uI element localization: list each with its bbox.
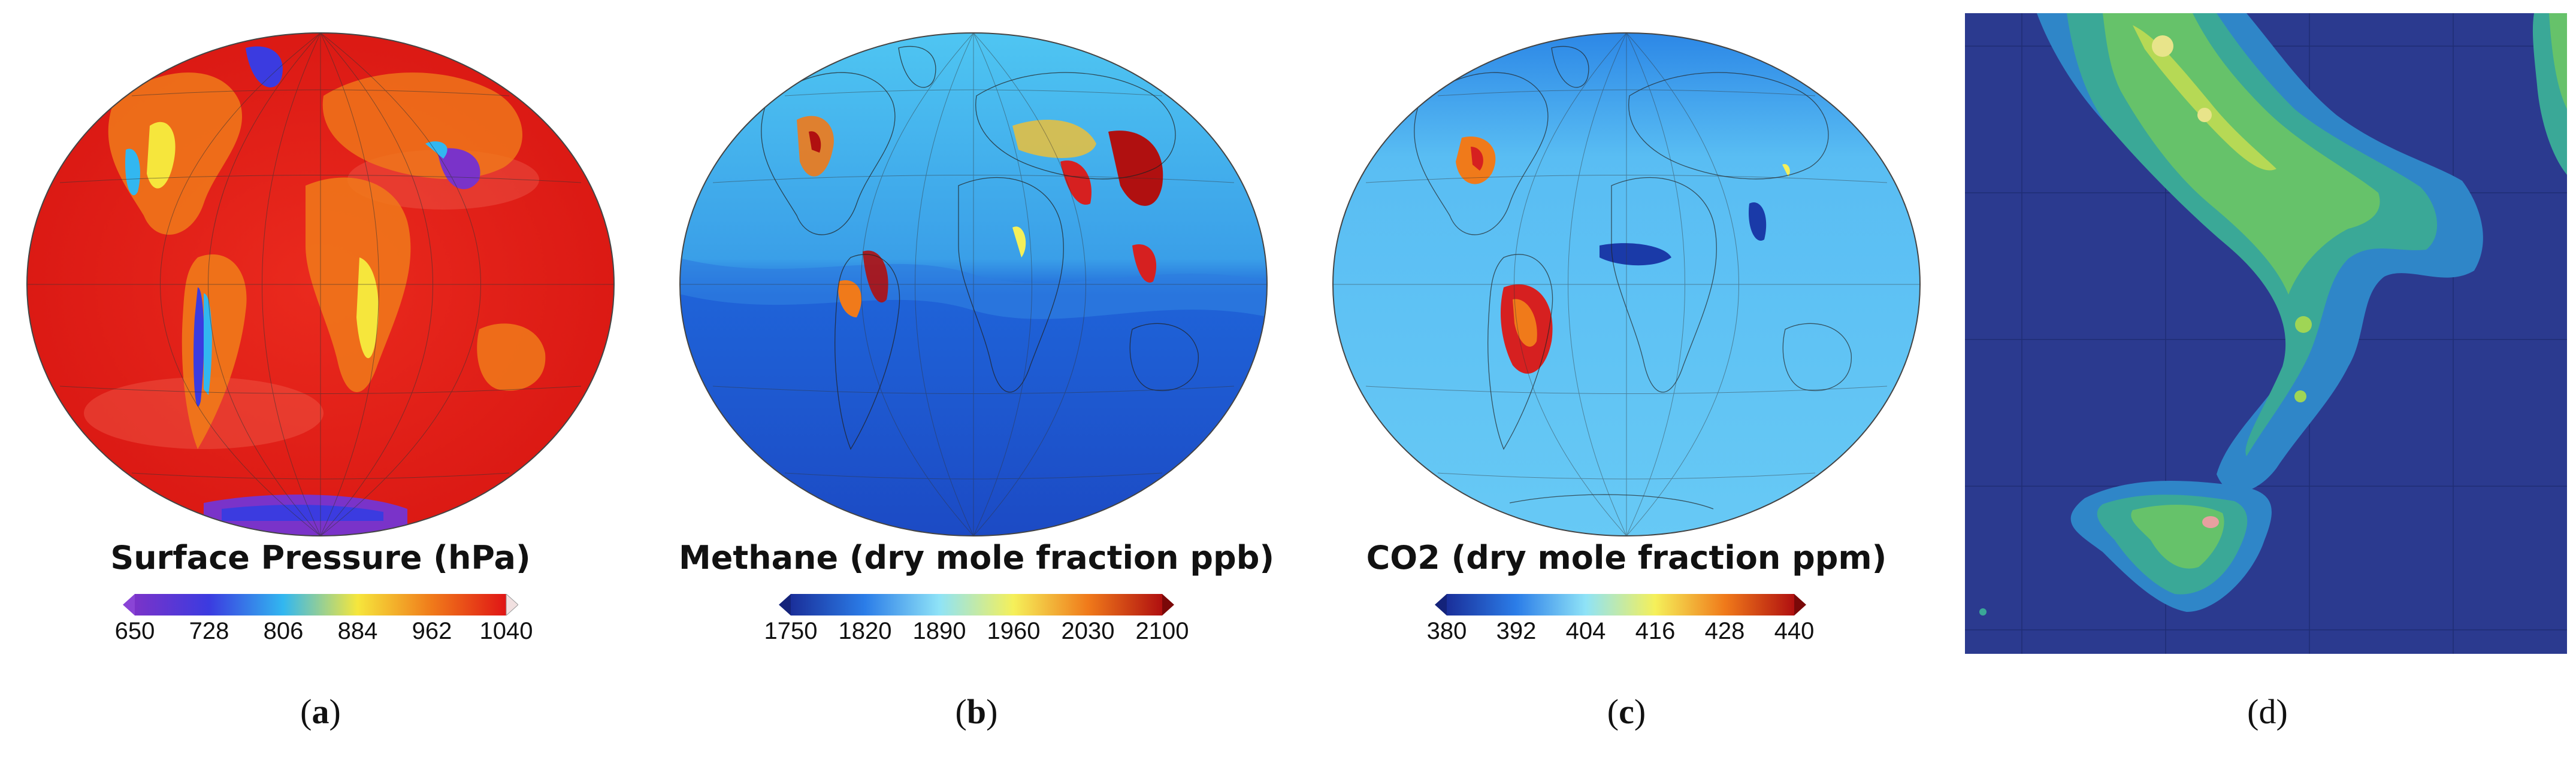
colorbar-tick: 392 [1496, 618, 1537, 644]
panel-label: (b) [955, 692, 998, 731]
colorbar-tick: 806 [263, 618, 304, 644]
colorbar-tick: 962 [412, 618, 452, 644]
colorbar-tick: 428 [1704, 618, 1745, 644]
panel-label: (d) [2247, 692, 2288, 731]
colorbar [779, 594, 1174, 616]
colorbar-tick: 380 [1426, 618, 1467, 644]
colorbar-title: Methane (dry mole fraction ppb) [678, 539, 1275, 577]
colorbar-tick: 884 [337, 618, 378, 644]
globe-map-co2 [1332, 32, 1921, 536]
panel-methane: Methane (dry mole fraction ppb) 1750 182… [653, 0, 1300, 758]
colorbar-tick: 2100 [1135, 618, 1189, 644]
colorbar-tick: 1960 [987, 618, 1041, 644]
globe-map-methane [679, 32, 1268, 536]
globe-map-surface-pressure [26, 32, 615, 536]
colorbar-tick: 416 [1635, 618, 1676, 644]
colorbar-ticks: 1750 1820 1890 1960 2030 2100 [764, 618, 1189, 648]
colorbar-tick: 440 [1774, 618, 1815, 644]
regional-elevation-map [1965, 13, 2567, 654]
panel-label: (a) [300, 692, 341, 731]
colorbar-title: Surface Pressure (hPa) [110, 539, 531, 577]
colorbar-ticks: 380 392 404 416 428 440 [1427, 618, 1815, 648]
colorbar-tick: 1820 [838, 618, 892, 644]
panel-label: (c) [1607, 692, 1646, 731]
colorbar-ticks: 650 728 806 884 962 1040 [115, 618, 533, 648]
colorbar-tick: 1890 [912, 618, 966, 644]
panel-co2: CO2 (dry mole fraction ppm) 380 392 404 … [1306, 0, 1947, 758]
colorbar-tick: 728 [189, 618, 229, 644]
colorbar-tick: 404 [1565, 618, 1606, 644]
colorbar-tick: 1040 [479, 618, 533, 644]
colorbar [1435, 594, 1806, 616]
colorbar-title: CO2 (dry mole fraction ppm) [1366, 539, 1887, 577]
panel-surface-pressure: Surface Pressure (hPa) 650 728 806 884 9… [0, 0, 641, 758]
colorbar [123, 594, 518, 616]
colorbar-tick: 650 [114, 618, 155, 644]
panel-regional-elevation-map: (d) [1959, 0, 2576, 758]
colorbar-tick: 2030 [1061, 618, 1115, 644]
colorbar-tick: 1750 [764, 618, 818, 644]
